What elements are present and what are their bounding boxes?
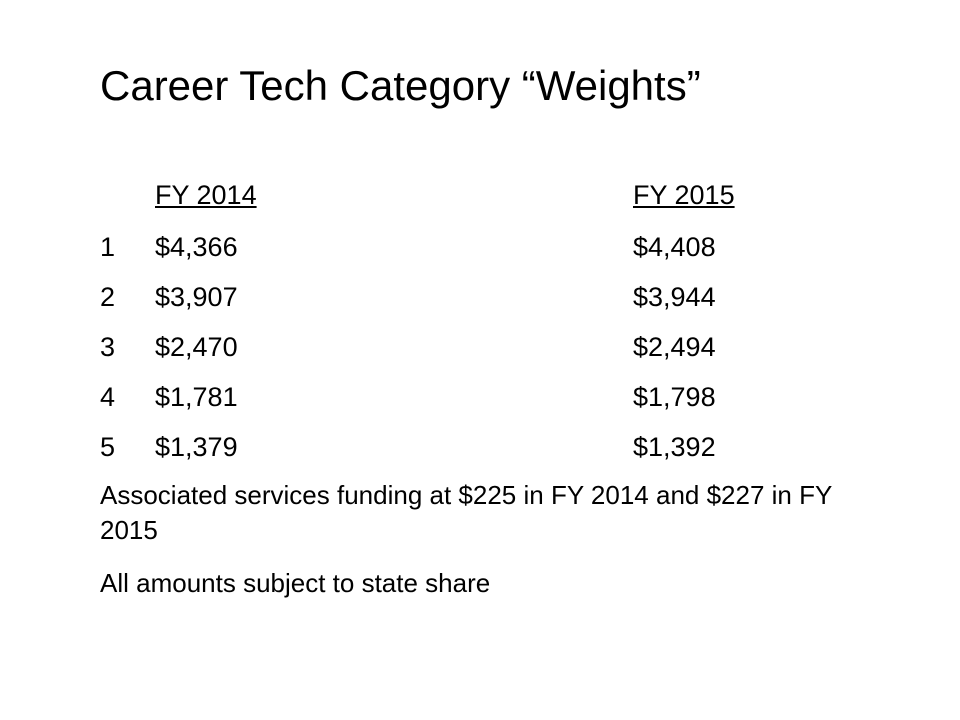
column-header: FY 2015 — [633, 180, 735, 210]
row-number: 1 — [100, 232, 116, 262]
row-number: 2 — [100, 282, 116, 312]
table-cell: $1,392 — [633, 432, 716, 462]
table-cell: $4,408 — [633, 232, 716, 262]
table-cell: $3,944 — [633, 282, 716, 312]
column-header: FY 2014 — [155, 180, 257, 210]
note: All amounts subject to state share — [100, 568, 491, 598]
table-cell: $3,907 — [155, 282, 238, 312]
note: Associated services funding at $225 in F… — [100, 480, 832, 545]
row-number: 5 — [100, 432, 116, 462]
row-number: 4 — [100, 382, 116, 412]
table-cell: $2,494 — [633, 332, 716, 362]
slide-title: Career Tech Category “Weights” — [100, 62, 701, 109]
table-cell: $1,781 — [155, 382, 238, 412]
row-number: 3 — [100, 332, 116, 362]
table-cell: $2,470 — [155, 332, 238, 362]
table-cell: $1,798 — [633, 382, 716, 412]
table-cell: $4,366 — [155, 232, 238, 262]
table-cell: $1,379 — [155, 432, 238, 462]
